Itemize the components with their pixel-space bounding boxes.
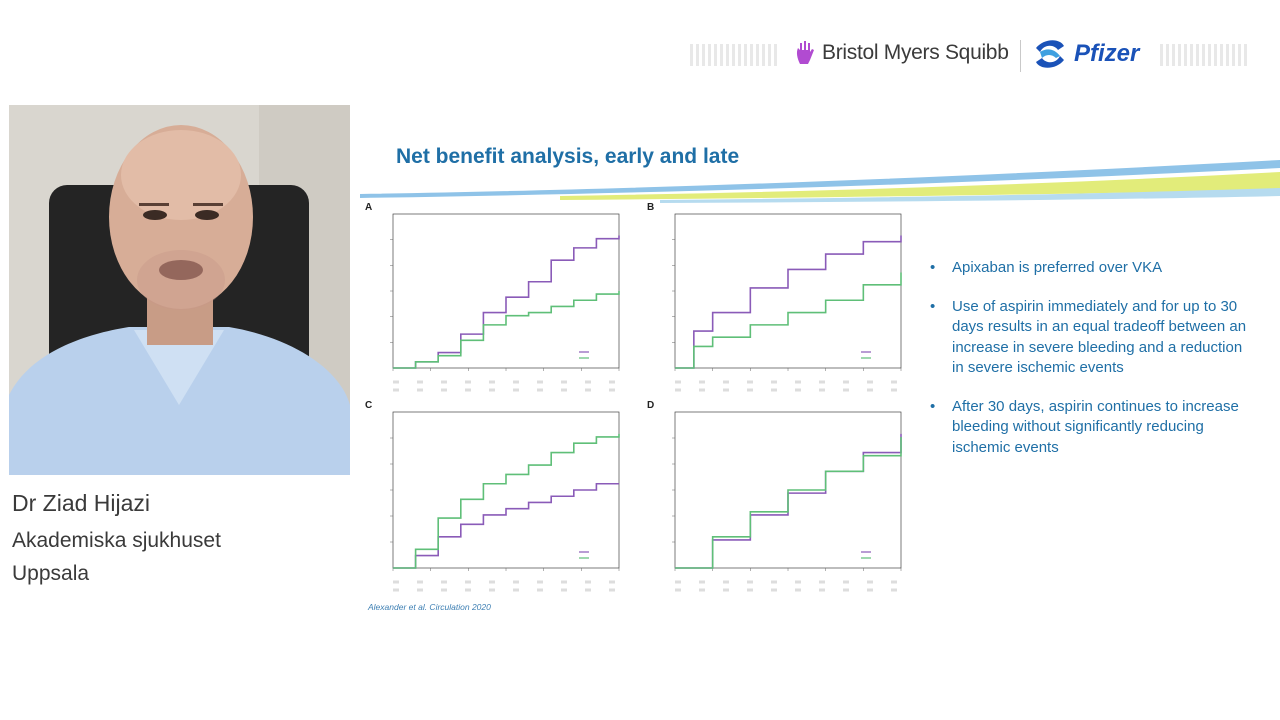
title-swoosh-decoration (360, 160, 1280, 203)
chart-panel-c: C (363, 398, 625, 598)
slide-citation: Alexander et al. Circulation 2020 (368, 602, 491, 612)
decorative-stripe-left (690, 44, 780, 66)
plot-frame (674, 213, 902, 369)
km-chart-c (390, 411, 620, 592)
sponsor-logo-bar: Bristol Myers Squibb Pfizer (690, 34, 1250, 78)
km-chart-a (390, 213, 620, 392)
pfizer-logo-text: Pfizer (1074, 40, 1140, 67)
panel-letter: C (365, 400, 373, 411)
speaker-name: Dr Ziad Hijazi (12, 490, 151, 516)
bms-hand-icon (796, 41, 814, 64)
speaker-video-image (9, 105, 350, 475)
panel-letter: D (647, 400, 655, 411)
series-line-placebo (675, 272, 902, 369)
speaker-city: Uppsala (12, 562, 90, 585)
km-chart-d (672, 411, 902, 592)
bms-logo-text: Bristol Myers Squibb (822, 41, 1009, 64)
pfizer-helix-icon (1036, 40, 1064, 68)
series-line-aspirin (675, 235, 902, 369)
logo-divider (1020, 40, 1021, 72)
speaker-organization: Akademiska sjukhuset (12, 529, 221, 552)
series-line-placebo (393, 433, 620, 569)
km-chart-b (672, 213, 902, 392)
chart-panel-a: A (363, 200, 625, 398)
slide-title: Net benefit analysis, early and late (396, 145, 740, 168)
panel-letter: A (365, 202, 373, 213)
chart-panel-d: D (645, 398, 907, 598)
slide-bullet-list: Apixaban is preferred over VKA Use of as… (928, 258, 1248, 476)
bullet-item: After 30 days, aspirin continues to incr… (928, 397, 1248, 459)
bms-logo: Bristol Myers Squibb (794, 40, 1009, 66)
bullet-item: Apixaban is preferred over VKA (928, 258, 1248, 279)
speaker-video-feed (9, 105, 350, 475)
panel-letter: B (647, 202, 655, 213)
decorative-stripe-right (1160, 44, 1250, 66)
series-line-aspirin (393, 482, 619, 569)
chart-panel-b: B (645, 200, 907, 398)
plot-frame (392, 213, 620, 369)
bullet-item: Use of aspirin immediately and for up to… (928, 297, 1248, 379)
series-line-placebo (675, 436, 902, 569)
pfizer-logo: Pfizer (1030, 34, 1139, 74)
series-line-placebo (393, 291, 620, 369)
